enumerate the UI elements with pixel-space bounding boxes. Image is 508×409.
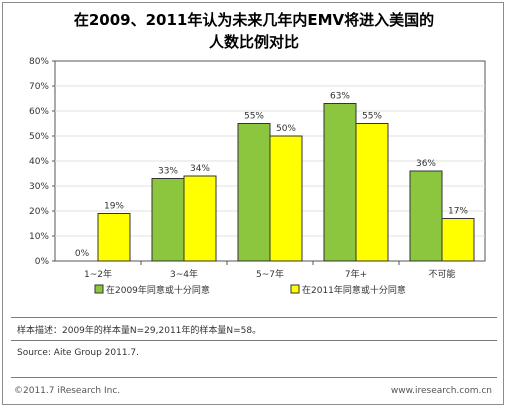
data-label: 50% xyxy=(276,124,296,134)
x-category-label: 1~2年 xyxy=(84,268,112,280)
legend-label-2009: 在2009年同意或十分同意 xyxy=(106,284,210,296)
legend-swatch-2011 xyxy=(290,284,300,294)
data-label: 17% xyxy=(448,207,468,217)
y-tick-label: 10% xyxy=(29,232,49,242)
bar-2009 xyxy=(323,103,357,262)
bar-2009 xyxy=(409,170,443,262)
data-label: 0% xyxy=(75,249,90,259)
bar-2011 xyxy=(355,123,389,262)
data-label: 33% xyxy=(158,167,178,177)
bar-2011 xyxy=(269,135,303,262)
bar-2011 xyxy=(97,213,131,262)
legend-swatch-2009 xyxy=(94,284,104,294)
bar-chart: 0% 10% 20% 30% 40% 50% 60% 70% 80% 0% 19% 1~2年 33% 34… xyxy=(29,57,486,296)
data-label: 55% xyxy=(244,112,264,122)
bar-2011 xyxy=(183,175,217,262)
y-tick-label: 40% xyxy=(29,157,49,167)
y-tick-label: 80% xyxy=(29,57,49,67)
x-category-label: 5~7年 xyxy=(256,268,284,280)
sample-note: 样本描述：2009年的样本量N=29,2011年的样本量N=58。 xyxy=(17,326,262,336)
source-note: Source: Aite Group 2011.7. xyxy=(17,348,140,358)
bar-2009 xyxy=(237,123,271,262)
data-label: 19% xyxy=(104,202,124,212)
data-label: 63% xyxy=(330,92,350,102)
copyright-text: ©2011.7 iResearch Inc. xyxy=(14,386,121,396)
data-label: 36% xyxy=(416,159,436,169)
y-tick-label: 60% xyxy=(29,107,49,117)
y-tick-label: 0% xyxy=(35,257,50,267)
y-tick-label: 20% xyxy=(29,207,49,217)
y-tick-label: 30% xyxy=(29,182,49,192)
legend-label-2011: 在2011年同意或十分同意 xyxy=(302,284,406,296)
bar-2009 xyxy=(151,178,185,262)
data-label: 55% xyxy=(362,112,382,122)
data-label: 34% xyxy=(190,164,210,174)
website-link[interactable]: www.iresearch.com.cn xyxy=(390,386,492,396)
x-category-label: 7年+ xyxy=(345,268,367,280)
divider-bottom xyxy=(11,377,497,378)
bar-2011 xyxy=(441,218,475,262)
chart-title-line1: 在2009、2011年认为未来几年内EMV将进入美国的 xyxy=(73,11,435,29)
chart-title-line2: 人数比例对比 xyxy=(208,33,299,51)
x-category-label: 3~4年 xyxy=(170,268,198,280)
divider-middle xyxy=(11,340,497,341)
y-tick-label: 50% xyxy=(29,132,49,142)
chart-title: 在2009、2011年认为未来几年内EMV将进入美国的 人数比例对比 xyxy=(3,9,505,53)
x-category-label: 不可能 xyxy=(428,268,455,280)
y-tick-label: 70% xyxy=(29,82,49,92)
chart-frame: 在2009、2011年认为未来几年内EMV将进入美国的 人数比例对比 0% 10%… xyxy=(2,2,504,405)
divider-top xyxy=(11,317,497,318)
